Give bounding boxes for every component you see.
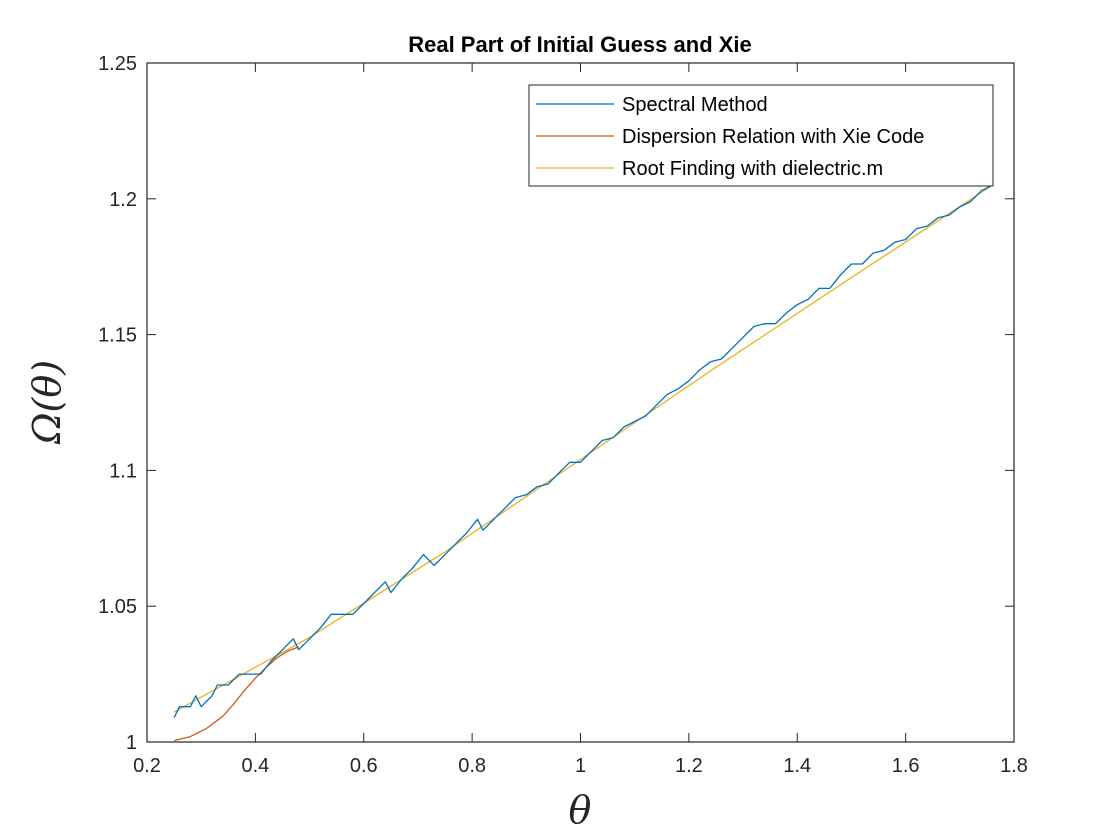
y-tick-label: 1: [126, 732, 137, 754]
y-tick-label: 1.2: [109, 189, 137, 211]
y-tick-label: 1.05: [98, 596, 137, 618]
y-tick-label: 1.1: [109, 460, 137, 482]
plot-layer: [173, 184, 993, 742]
x-axis-label: θ: [569, 788, 592, 832]
x-tick-label: 0.4: [241, 755, 269, 777]
legend-label-rootfinding: Root Finding with dielectric.m: [622, 158, 883, 180]
y-tick-label: 1.25: [98, 53, 137, 75]
legend-label-spectral: Spectral Method: [622, 94, 768, 116]
x-tick-label: 0.2: [133, 755, 161, 777]
axis-ticks: 0.2 0.4 0.6 0.8 1 1.2 1.4 1.6 1.8 1 1.05 1.1 1.15 1.2…: [98, 53, 1028, 777]
series-line-root-finding-with-dielectric-m: [173, 184, 993, 713]
x-tick-label: 0.8: [458, 755, 486, 777]
x-tick-label: 1: [575, 755, 586, 777]
y-axis-label: Ω(θ): [25, 360, 69, 445]
series-line-dispersion-relation-with-xie-code: [173, 646, 299, 742]
legend: Spectral Method Dispersion Relation with…: [528, 84, 994, 187]
x-tick-label: 0.6: [350, 755, 378, 777]
x-tick-label: 1.4: [783, 755, 811, 777]
series-line-spectral-method: [173, 184, 993, 718]
x-tick-label: 1.2: [675, 755, 703, 777]
x-tick-label: 1.6: [892, 755, 920, 777]
x-tick-label: 1.8: [1000, 755, 1028, 777]
chart-title: Real Part of Initial Guess and Xie: [408, 32, 752, 57]
y-tick-label: 1.15: [98, 325, 137, 347]
legend-label-dispersion: Dispersion Relation with Xie Code: [622, 126, 924, 148]
